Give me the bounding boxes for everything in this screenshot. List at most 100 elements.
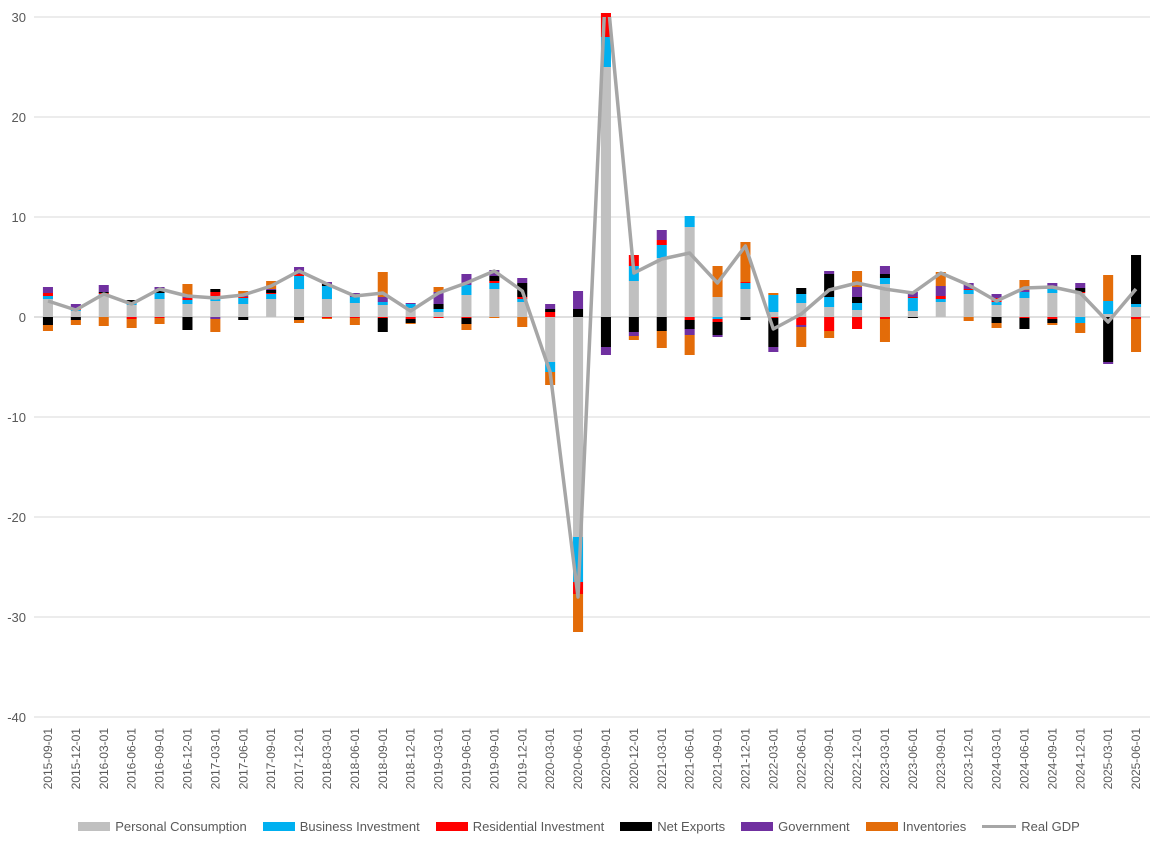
bar-government: [42, 287, 53, 293]
bar-personal-consumption: [517, 302, 528, 317]
bar-inventories: [349, 318, 360, 325]
bar-net-exports: [1131, 255, 1142, 304]
bar-personal-consumption: [768, 312, 779, 317]
y-tick-label: -10: [7, 410, 26, 425]
bar-personal-consumption: [294, 289, 305, 317]
y-tick-label: -30: [7, 610, 26, 625]
bar-government: [573, 291, 584, 309]
x-tick-label: 2023-06-01: [906, 728, 920, 790]
bar-residential-investment: [461, 317, 472, 318]
bar-government: [684, 329, 695, 335]
gdp-line-layer: [47, 17, 1138, 599]
bar-personal-consumption: [1103, 314, 1114, 317]
bar-residential-investment: [740, 282, 751, 283]
bar-personal-consumption: [628, 281, 639, 317]
bar-net-exports: [712, 322, 723, 335]
legend-color-swatch: [262, 821, 295, 831]
bar-business-investment: [349, 297, 360, 303]
bar-business-investment: [1075, 317, 1086, 323]
bar-inventories: [879, 319, 890, 342]
y-tick-label: 0: [19, 310, 26, 325]
x-tick-label: 2019-03-01: [432, 728, 446, 790]
bar-net-exports: [545, 309, 556, 312]
bar-residential-investment: [768, 317, 779, 318]
bar-business-investment: [656, 245, 667, 258]
x-tick-label: 2018-09-01: [376, 728, 390, 790]
bar-personal-consumption: [963, 294, 974, 317]
bar-residential-investment: [126, 317, 137, 319]
bar-inventories: [852, 271, 863, 287]
bar-personal-consumption: [154, 299, 165, 317]
legend-color-swatch: [78, 821, 111, 831]
legend-label: Business Investment: [299, 818, 420, 834]
bar-government: [210, 317, 221, 319]
bar-government: [405, 303, 416, 304]
bar-residential-investment: [266, 293, 277, 294]
bar-inventories: [1047, 323, 1058, 325]
bar-business-investment: [266, 294, 277, 299]
bar-residential-investment: [517, 297, 528, 299]
x-tick-label: 2017-03-01: [208, 728, 222, 790]
x-tick-label: 2020-06-01: [571, 728, 585, 790]
bar-business-investment: [684, 216, 695, 227]
bar-personal-consumption: [656, 258, 667, 317]
bar-business-investment: [963, 290, 974, 294]
bar-inventories: [991, 323, 1002, 328]
bar-residential-investment: [433, 317, 444, 318]
bar-business-investment: [294, 276, 305, 289]
bar-personal-consumption: [126, 305, 137, 317]
axes: -40 -30 -20 -10 0 10 20 30 2015-09-01 2015-12-01 2…: [7, 10, 1143, 789]
bar-government: [98, 285, 109, 292]
bar-government: [852, 287, 863, 297]
legend: Personal Consumption Business Investment R…: [0, 814, 1158, 838]
bar-net-exports: [377, 318, 388, 332]
bar-net-exports: [461, 318, 472, 324]
bar-inventories: [1075, 323, 1086, 333]
x-tick-label: 2020-09-01: [599, 728, 613, 790]
x-tick-label: 2019-09-01: [487, 728, 501, 790]
bar-business-investment: [489, 283, 500, 289]
legend-item: Net Exports: [620, 819, 725, 834]
bar-inventories: [182, 284, 193, 297]
bar-personal-consumption: [1019, 298, 1030, 317]
bar-government: [824, 271, 835, 274]
bar-business-investment: [907, 298, 918, 311]
bar-business-investment: [935, 299, 946, 302]
bar-residential-investment: [42, 293, 53, 296]
bar-net-exports: [405, 319, 416, 323]
gridlines: [34, 16, 1150, 718]
bar-inventories: [963, 317, 974, 321]
x-tick-label: 2022-12-01: [850, 728, 864, 790]
legend-color-swatch: [620, 821, 653, 831]
bar-residential-investment: [879, 317, 890, 319]
bar-inventories: [824, 331, 835, 338]
bar-personal-consumption: [712, 297, 723, 317]
bar-inventories: [405, 323, 416, 324]
bar-business-investment: [1103, 301, 1114, 314]
bar-net-exports: [70, 317, 81, 320]
bar-residential-investment: [238, 297, 249, 298]
legend-item: Real GDP: [982, 819, 1080, 834]
bar-residential-investment: [1047, 317, 1058, 319]
bar-personal-consumption: [1131, 307, 1142, 317]
bar-residential-investment: [684, 317, 695, 320]
x-tick-label: 2017-12-01: [292, 728, 306, 790]
bar-personal-consumption: [852, 310, 863, 317]
bar-personal-consumption: [98, 295, 109, 317]
bar-business-investment: [377, 302, 388, 305]
bar-net-exports: [1047, 319, 1058, 323]
legend-label: Residential Investment: [472, 818, 605, 834]
bar-business-investment: [1019, 292, 1030, 298]
bar-inventories: [377, 272, 388, 297]
bar-inventories: [294, 320, 305, 323]
bar-government: [628, 332, 639, 336]
bar-business-investment: [238, 298, 249, 304]
bar-business-investment: [517, 299, 528, 302]
bar-inventories: [461, 324, 472, 330]
bar-business-investment: [879, 278, 890, 284]
bar-personal-consumption: [573, 317, 584, 537]
bar-business-investment: [796, 294, 807, 303]
bar-personal-consumption: [42, 299, 53, 317]
bar-inventories: [433, 287, 444, 292]
x-tick-label: 2022-09-01: [822, 728, 836, 790]
